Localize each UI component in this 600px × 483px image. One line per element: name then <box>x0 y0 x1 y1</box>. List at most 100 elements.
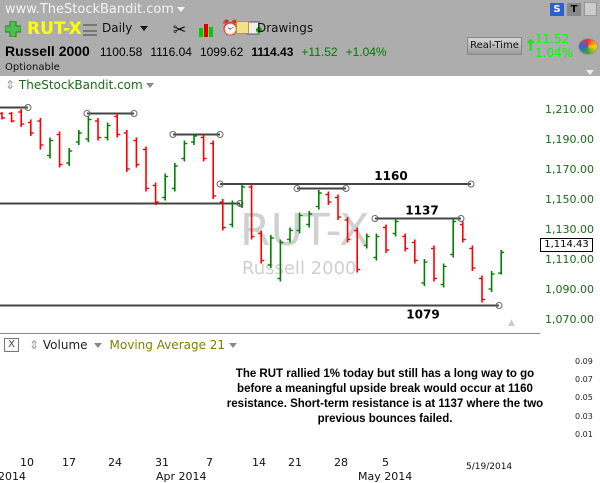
line-handle[interactable] <box>457 215 465 222</box>
tools-icon[interactable]: ✂ <box>173 20 187 39</box>
ohlc-bar <box>354 227 361 273</box>
y-axis-label: 1,110.00 <box>545 253 594 266</box>
moving-average-menu[interactable]: Moving Average 21 <box>110 338 238 352</box>
y-axis-label: 1,130.00 <box>545 223 594 236</box>
ohlc-bar <box>402 233 409 252</box>
line-handle[interactable] <box>169 131 177 138</box>
ohlc-bar <box>200 134 207 162</box>
high-value: 1116.04 <box>150 45 192 59</box>
line-handle[interactable] <box>371 215 379 222</box>
instrument-name: Russell 2000 <box>5 43 90 59</box>
ohlc-bar <box>104 122 111 141</box>
s-menu-button[interactable]: S <box>550 3 564 16</box>
volume-axis-label: 0.03 <box>575 412 593 421</box>
optionable-label: Optionable <box>5 62 60 73</box>
drag-handle-icon[interactable]: ⇕ <box>29 338 40 352</box>
line-handle[interactable] <box>236 200 244 207</box>
y-axis-label: 1,070.00 <box>545 313 594 326</box>
x-axis-day-label: 5 <box>382 456 389 469</box>
low-value: 1099.62 <box>199 45 244 59</box>
price-chart[interactable]: 1160 1137 1079 <box>0 95 540 333</box>
ohlc-bar <box>210 140 217 199</box>
volume-axis-label: 0.01 <box>575 430 593 439</box>
ohlc-bar <box>469 245 476 271</box>
t-menu-button[interactable]: T <box>567 3 581 16</box>
line-handle[interactable] <box>495 302 503 309</box>
ohlc-bar <box>18 109 25 127</box>
close-icon: X <box>8 339 15 350</box>
save-icon[interactable] <box>584 2 597 16</box>
y-axis-label: 1,150.00 <box>545 193 594 206</box>
chevron-down-icon <box>229 343 238 348</box>
symbol-input[interactable]: RUT-X <box>27 19 82 39</box>
ohlc-bar <box>306 211 313 228</box>
ohlc-bar <box>95 118 101 141</box>
panel-divider <box>0 333 540 334</box>
ohlc-bar <box>488 271 495 292</box>
drawings-button[interactable]: Drawings <box>236 21 313 35</box>
ohlc-bar <box>47 137 53 159</box>
rt-change-pct: 1.04% <box>535 46 574 60</box>
ohlc-bar <box>335 194 341 220</box>
source-label: TheStockBandit.com <box>18 78 143 92</box>
volume-menu[interactable]: ⇕ Volume <box>29 338 102 352</box>
line-handle[interactable] <box>467 180 475 188</box>
chevron-down-icon[interactable] <box>583 62 594 81</box>
chevron-down-icon <box>145 83 154 88</box>
x-axis-day-label: 28 <box>334 456 348 469</box>
level-label: 1079 <box>406 308 439 322</box>
palette-icon[interactable] <box>578 38 598 55</box>
drag-handle-icon[interactable]: ⇕ <box>5 78 16 92</box>
x-axis-day-label: 10 <box>20 456 34 469</box>
last-value: 1114.43 <box>251 45 294 59</box>
ohlc-bar <box>171 163 178 192</box>
s-label: S <box>553 4 561 15</box>
ohlc-bar <box>277 239 284 282</box>
y-axis-label: 1,190.00 <box>545 133 594 146</box>
ohlc-bar <box>431 245 437 282</box>
bar-chart-icon[interactable] <box>198 23 214 37</box>
ohlc-bar <box>133 137 140 168</box>
site-menu[interactable]: www.TheStockBandit.com <box>5 2 185 17</box>
period-dropdown[interactable]: Daily <box>102 21 149 35</box>
ohlc-bar <box>296 212 303 234</box>
line-handle[interactable] <box>83 110 91 117</box>
ma-label: Moving Average 21 <box>109 338 226 352</box>
volume-label: Volume <box>42 338 88 352</box>
ohlc-bar <box>440 263 447 288</box>
line-handle[interactable] <box>342 185 350 192</box>
ohlc-bar <box>344 217 351 243</box>
close-panel-button[interactable]: X <box>4 338 19 352</box>
period-label: Daily <box>102 21 133 35</box>
line-handle[interactable] <box>216 180 224 188</box>
line-handle[interactable] <box>24 104 32 111</box>
line-handle[interactable] <box>130 110 138 117</box>
level-label: 1137 <box>405 204 438 218</box>
line-handle[interactable] <box>216 131 224 138</box>
alarm-clock-icon[interactable]: ⏰ <box>221 19 240 37</box>
ohlc-bar <box>114 113 121 138</box>
x-axis-day-label: 17 <box>62 456 76 469</box>
scroll-up-icon[interactable]: ▲ <box>508 318 515 328</box>
x-axis-month-label: May 2014 <box>358 470 413 483</box>
ohlc-bar <box>229 200 236 228</box>
open-value: 1100.58 <box>99 45 143 59</box>
notepad-icon <box>236 21 249 34</box>
volume-axis-label: 0.07 <box>575 375 593 384</box>
ohlc-bar <box>0 112 5 120</box>
rt-change: 11.52 <box>535 32 570 46</box>
chart-source-menu[interactable]: ⇕ TheStockBandit.com <box>5 78 154 92</box>
level-label: 1160 <box>374 169 407 183</box>
current-price-box: 1,114.43 <box>540 238 593 252</box>
up-arrow-icon: ↑ <box>524 36 538 55</box>
lower-panel-header: X ⇕ Volume Moving Average 21 <box>4 338 238 352</box>
x-axis-month-label: 2014 <box>0 470 26 483</box>
ohlc-bar <box>392 218 399 237</box>
line-handle[interactable] <box>293 185 301 192</box>
ohlc-bar <box>383 224 389 253</box>
add-icon[interactable] <box>5 21 21 37</box>
list-icon[interactable] <box>83 23 97 37</box>
ohlc-bar <box>258 230 265 264</box>
real-time-button[interactable]: Real-Time <box>467 37 522 55</box>
ohlc-bar <box>315 190 322 210</box>
